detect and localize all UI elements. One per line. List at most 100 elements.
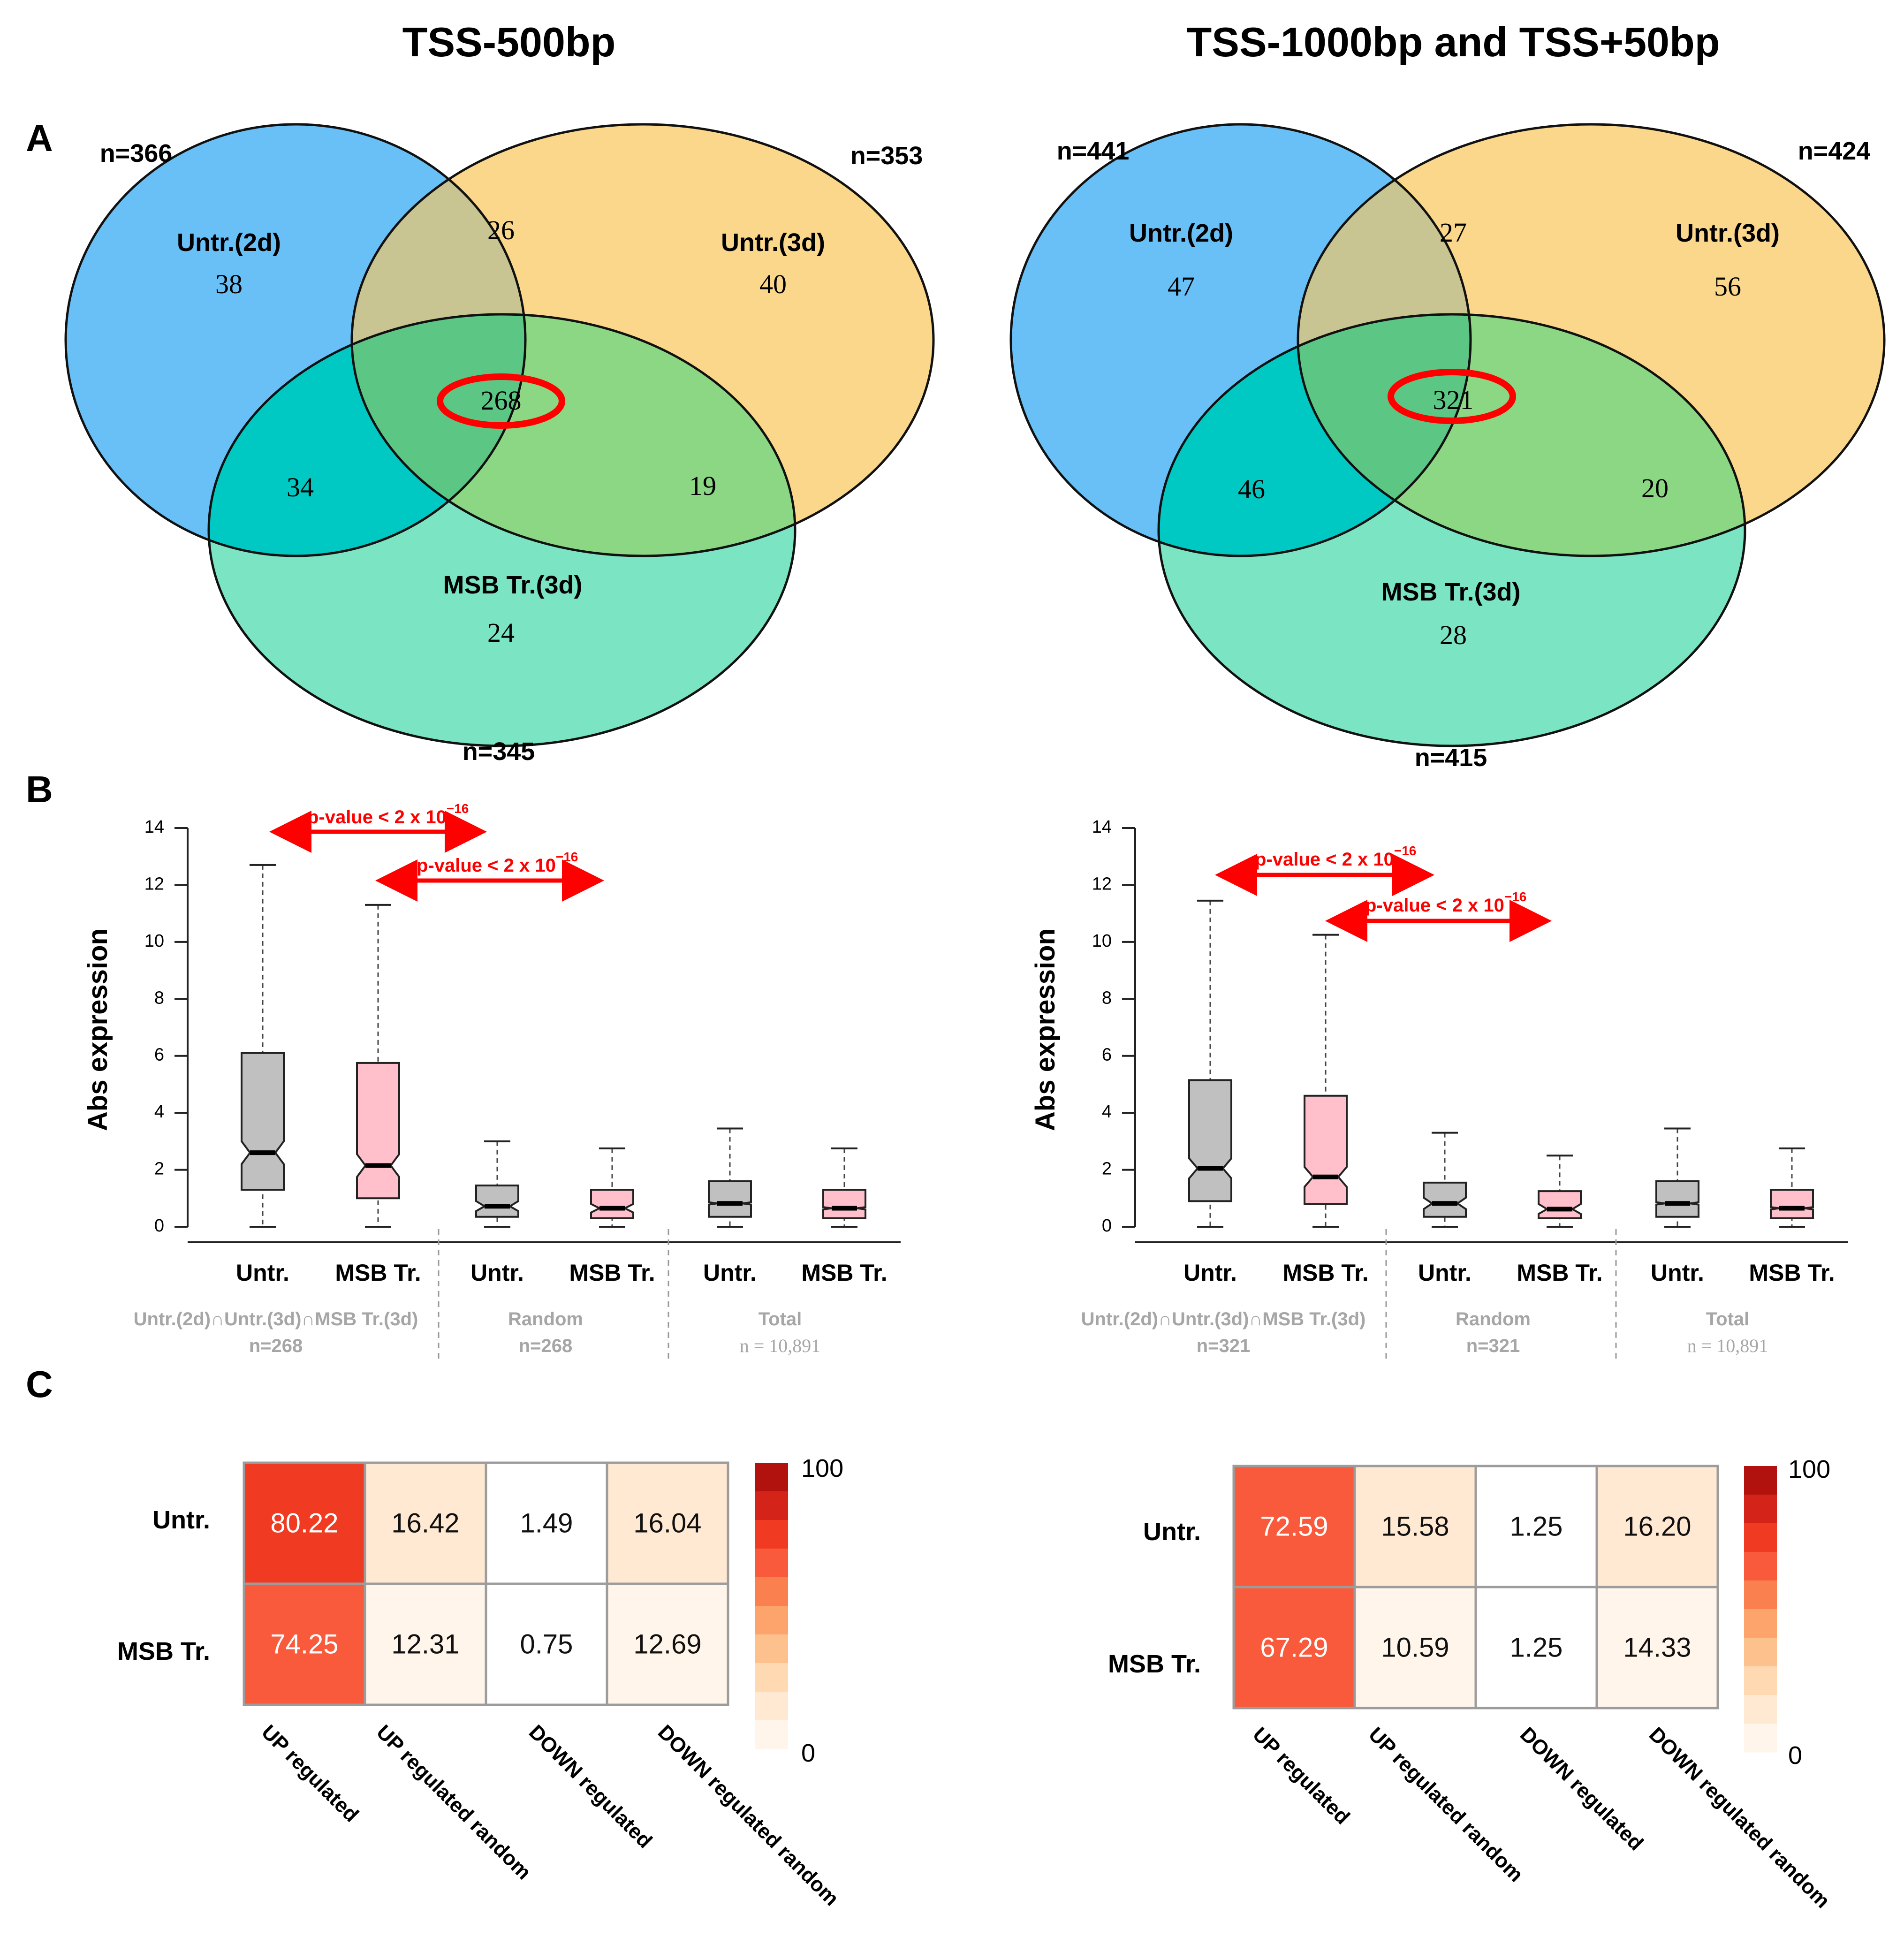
box-body — [708, 1180, 752, 1218]
box-label: Untr. — [470, 1260, 524, 1286]
venn-outline-c — [207, 313, 796, 747]
y-axis-ticks: 0 2 4 6 8 10 12 14 — [1092, 817, 1135, 1236]
color-scale-max: 100 — [801, 1454, 843, 1482]
venn-region-b-only: 40 — [759, 269, 787, 299]
y-tick-label: 6 — [154, 1045, 164, 1065]
venn-outline-b — [1297, 123, 1886, 557]
box-body — [356, 1062, 400, 1200]
color-scale-bin — [755, 1549, 788, 1578]
heatmap-cell-value: 72.59 — [1260, 1511, 1328, 1542]
heatmap-cell-rect — [243, 1461, 366, 1585]
heatmap-cell-value: 16.20 — [1623, 1511, 1691, 1542]
heatmap-cell-value: 1.49 — [520, 1508, 573, 1538]
box-msb-intersection: MSB Tr. — [1282, 934, 1369, 1286]
y-tick-label: 12 — [1092, 874, 1112, 894]
heatmap-row-label: Untr. — [1143, 1518, 1201, 1546]
heatmap-cell-rect — [1474, 1586, 1598, 1709]
box-label: MSB Tr. — [1749, 1260, 1835, 1286]
heatmap-cell-value: 16.04 — [633, 1508, 701, 1538]
venn-n-label-a: n=366 — [100, 139, 173, 167]
box-body — [1770, 1189, 1814, 1219]
heatmap-cell-value: 80.22 — [270, 1508, 338, 1538]
heatmap-cell: 10.59 — [1353, 1586, 1477, 1709]
venn-n-label-c: n=345 — [463, 737, 535, 766]
color-scale-bin — [1744, 1638, 1777, 1667]
box-untr-intersection: Untr. — [236, 864, 289, 1286]
venn-region-b-only: 56 — [1714, 271, 1741, 302]
color-scale-bin — [1744, 1552, 1777, 1581]
pvalue-label-1: p-value < 2 x 10−16 — [307, 801, 469, 828]
y-axis-ticks: 0 2 4 6 8 10 12 14 — [144, 817, 188, 1236]
box-msb-random: MSB Tr. — [569, 1147, 655, 1286]
heatmap-cell-rect — [1474, 1465, 1598, 1588]
y-tick-label: 2 — [1102, 1159, 1112, 1179]
heatmap-row-label: MSB Tr. — [117, 1637, 210, 1665]
color-scale-bin — [755, 1520, 788, 1549]
highlight-circle — [437, 373, 565, 429]
heatmap-cell-rect — [606, 1461, 729, 1585]
color-scale-bin — [1744, 1724, 1777, 1753]
y-axis-label: Abs expression — [1030, 928, 1061, 1131]
pvalue-exponent: −16 — [1394, 843, 1417, 858]
pvalue-text: p-value < 2 x 10 — [1365, 895, 1504, 916]
venn-outline-a — [64, 123, 527, 557]
color-scale-bin — [755, 1463, 788, 1492]
heatmap-cell: 1.25 — [1474, 1586, 1598, 1709]
panel-title: TSS-1000bp and TSS+50bp — [1187, 19, 1720, 65]
boxplot: 0 2 4 6 8 10 12 14 Abs expression Untr. — [1030, 817, 1848, 1360]
group-name: Total — [759, 1309, 802, 1330]
y-axis-label: Abs expression — [83, 928, 113, 1131]
box-msb-random: MSB Tr. — [1517, 1155, 1603, 1286]
heatmap-cell: 12.31 — [364, 1582, 487, 1706]
heatmap-col-label: UP regulated — [1248, 1723, 1354, 1829]
box-body — [1423, 1181, 1467, 1218]
box-body — [1538, 1190, 1582, 1219]
y-tick-label: 8 — [1102, 988, 1112, 1008]
pvalue-label-2: p-value < 2 x 10−16 — [1365, 889, 1526, 916]
color-scale-min: 0 — [1788, 1741, 1802, 1770]
box-label: Untr. — [236, 1260, 289, 1286]
box-untr-total: Untr. — [1651, 1127, 1704, 1286]
heatmap-cell-value: 1.25 — [1510, 1511, 1563, 1542]
y-tick-label: 10 — [1092, 931, 1112, 951]
box-label: MSB Tr. — [1517, 1260, 1602, 1286]
heatmap-cell-value: 15.58 — [1381, 1511, 1449, 1542]
heatmap-cell-value: 12.31 — [391, 1629, 459, 1659]
color-scale-bin — [755, 1720, 788, 1749]
heatmap-cell-value: 0.75 — [520, 1629, 573, 1659]
box-label: MSB Tr. — [569, 1260, 655, 1286]
color-scale-bin — [1744, 1666, 1777, 1695]
color-scale-bin — [1744, 1495, 1777, 1524]
venn-region-c-only: 24 — [487, 617, 515, 648]
box-body — [822, 1189, 866, 1219]
y-tick-label: 0 — [154, 1216, 164, 1236]
heatmap-cell: 0.75 — [485, 1582, 608, 1706]
pvalue-exponent: −16 — [556, 850, 578, 864]
heatmap-cell-rect — [364, 1461, 487, 1585]
group-n: n=268 — [249, 1336, 303, 1356]
venn-set-label-b: Untr.(3d) — [1676, 219, 1780, 247]
venn-region-bc: 20 — [1641, 473, 1669, 503]
heatmap-cell-value: 14.33 — [1623, 1632, 1691, 1663]
box-untr-intersection: Untr. — [1183, 899, 1237, 1286]
venn-region-a-only: 47 — [1168, 271, 1195, 302]
group-n: n=321 — [1197, 1336, 1251, 1356]
y-tick-label: 0 — [1102, 1216, 1112, 1236]
y-tick-label: 6 — [1102, 1045, 1112, 1065]
pvalue-text: p-value < 2 x 10 — [1255, 849, 1394, 870]
y-tick-label: 4 — [154, 1102, 164, 1122]
heatmap-cell-value: 67.29 — [1260, 1632, 1328, 1663]
box-msb-total: MSB Tr. — [801, 1147, 888, 1286]
box-body — [590, 1189, 634, 1219]
heatmap-cell: 16.20 — [1595, 1465, 1719, 1588]
color-scale-bin — [755, 1634, 788, 1664]
box-untr-random: Untr. — [1418, 1132, 1472, 1286]
heatmap-cell-rect — [1353, 1586, 1477, 1709]
heatmap-cell: 72.59 — [1232, 1465, 1356, 1588]
heatmap-cell-rect — [1232, 1465, 1356, 1588]
section-label-c: C — [26, 1363, 53, 1405]
pvalue-exponent: −16 — [1504, 889, 1527, 904]
heatmap-cell: 16.04 — [606, 1461, 729, 1585]
y-tick-label: 14 — [144, 817, 164, 837]
color-scale-bin — [755, 1606, 788, 1635]
